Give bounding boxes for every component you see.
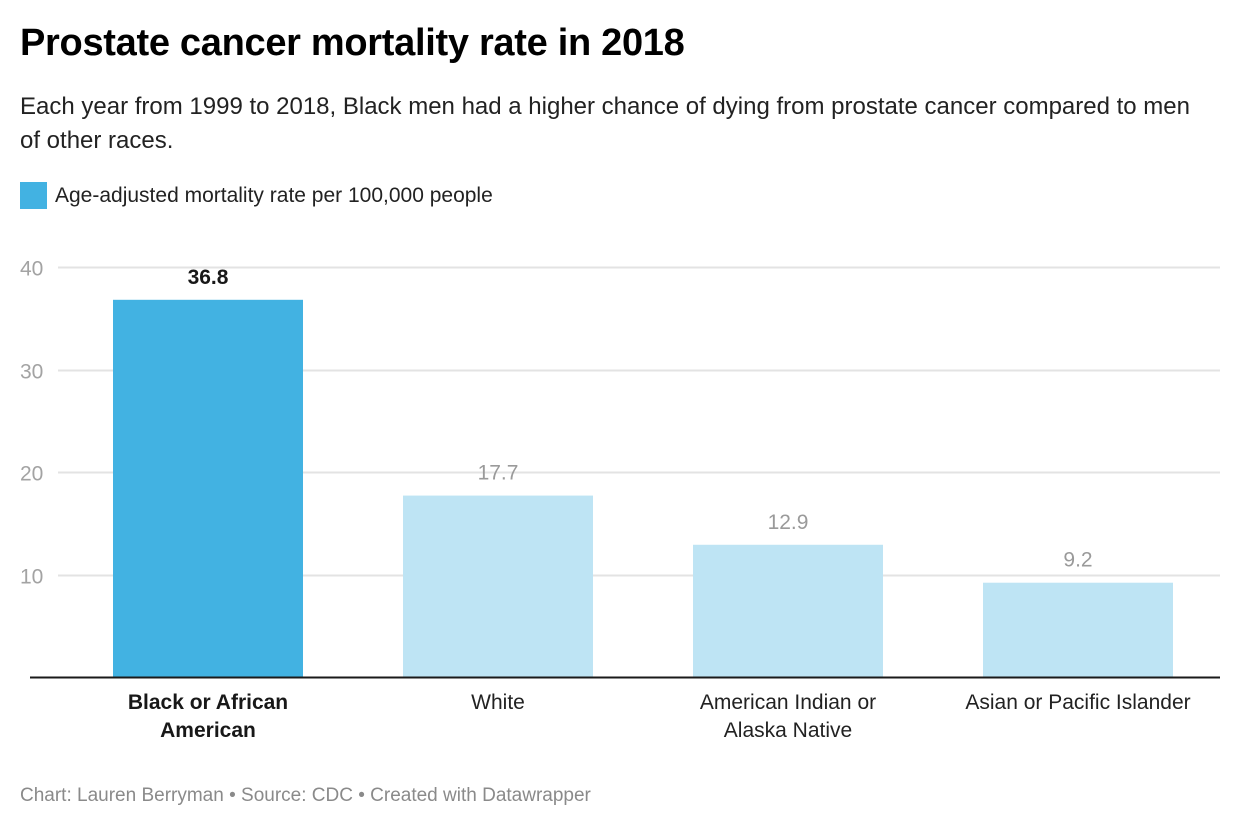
legend: Age-adjusted mortality rate per 100,000 … — [20, 182, 493, 209]
x-tick-label: White — [471, 691, 525, 714]
bar — [403, 495, 593, 677]
x-tick-label: Alaska Native — [724, 719, 852, 742]
legend-swatch — [20, 182, 47, 209]
chart-title: Prostate cancer mortality rate in 2018 — [20, 22, 685, 64]
value-label: 9.2 — [1063, 549, 1092, 572]
x-tick-label: Black or African — [128, 691, 288, 714]
chart-subtitle: Each year from 1999 to 2018, Black men h… — [20, 93, 1190, 154]
bar — [693, 544, 883, 677]
x-tick-label: American Indian or — [700, 691, 876, 714]
y-tick-label: 30 — [20, 361, 43, 384]
x-tick-label: Asian or Pacific Islander — [965, 691, 1190, 714]
y-tick-label: 10 — [20, 566, 43, 589]
value-label: 17.7 — [478, 462, 519, 485]
x-axis-labels: Black or African American White American In… — [128, 691, 1191, 742]
value-label: 12.9 — [768, 511, 809, 534]
bar — [983, 582, 1173, 677]
x-tick-label: American — [160, 719, 256, 742]
chart-footer: Chart: Lauren Berryman • Source: CDC • C… — [20, 785, 591, 806]
y-axis-ticks: 10 20 30 40 — [20, 258, 43, 589]
value-label: 36.8 — [188, 266, 229, 289]
bar — [113, 299, 303, 677]
y-tick-label: 20 — [20, 463, 43, 486]
bars — [113, 299, 1173, 677]
y-tick-label: 40 — [20, 258, 43, 281]
value-labels: 36.8 17.7 12.9 9.2 — [188, 266, 1093, 572]
legend-label: Age-adjusted mortality rate per 100,000 … — [55, 183, 493, 207]
